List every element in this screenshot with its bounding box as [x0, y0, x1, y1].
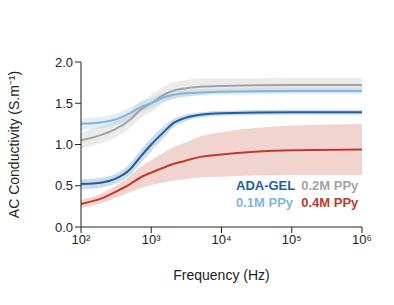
svg-text:0.5: 0.5: [55, 178, 73, 193]
svg-text:10³: 10³: [142, 232, 161, 247]
svg-text:10⁵: 10⁵: [282, 232, 302, 247]
html-text:0.1M PPy: 0.1M PPy: [236, 195, 294, 210]
html-text:ADA-GEL 0.2M PPy: ADA-GEL 0.2M PPy: [236, 178, 359, 193]
svg-text:1.5: 1.5: [55, 96, 73, 111]
svg-text:2.0: 2.0: [55, 55, 73, 70]
svg-text:10⁶: 10⁶: [352, 232, 372, 247]
svg-text:Frequency (Hz): Frequency (Hz): [173, 267, 269, 283]
svg-text:0.0: 0.0: [55, 220, 73, 235]
svg-text:AC Conductivity (S.m⁻¹): AC Conductivity (S.m⁻¹): [6, 71, 22, 218]
html-text:0.4M PPy: 0.4M PPy: [301, 195, 359, 210]
svg-text:10²: 10²: [72, 232, 91, 247]
svg-text:10⁴: 10⁴: [211, 232, 231, 247]
svg-text:1.0: 1.0: [55, 137, 73, 152]
